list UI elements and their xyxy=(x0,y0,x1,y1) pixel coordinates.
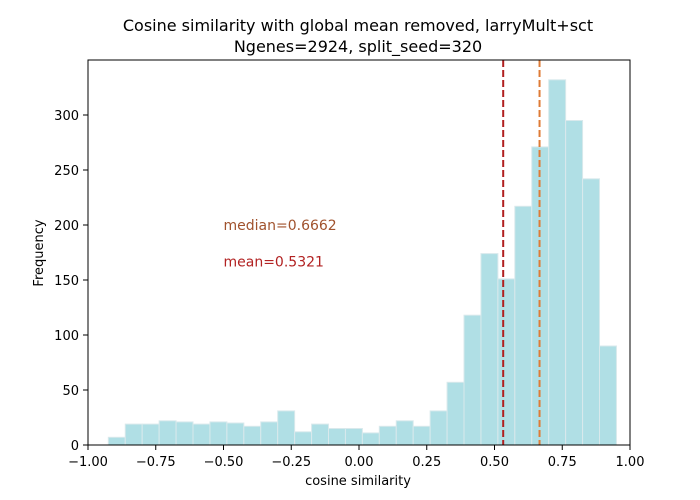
histogram-bar xyxy=(175,421,194,446)
y-tick-label: 50 xyxy=(62,384,79,399)
histogram-bar xyxy=(311,423,330,446)
histogram-bar xyxy=(412,425,431,446)
x-tick-label: 1.00 xyxy=(616,455,645,470)
histogram-bar xyxy=(446,381,465,446)
x-axis-label: cosine similarity xyxy=(305,474,411,489)
histogram-bar xyxy=(497,278,516,446)
reference-lines xyxy=(502,60,541,445)
histogram-bar xyxy=(277,410,296,446)
y-axis-label: Frequency xyxy=(32,219,47,286)
histogram-bar xyxy=(378,425,397,446)
histogram-bar xyxy=(548,79,567,446)
histogram-bar xyxy=(599,345,617,446)
histogram-bar xyxy=(344,428,363,446)
histogram-bar xyxy=(565,120,584,446)
chart-title-line1: Cosine similarity with global mean remov… xyxy=(123,16,593,35)
histogram-bar xyxy=(141,423,160,446)
mean-annotation: mean=0.5321 xyxy=(224,254,324,270)
histogram-bar xyxy=(395,420,414,446)
y-axis-ticks: 0 50 100 150 200 250 300 xyxy=(54,109,88,454)
histogram-bar xyxy=(260,421,279,446)
chart-title-line2: Ngenes=2924, split_seed=320 xyxy=(234,37,482,57)
histogram-bar xyxy=(328,428,346,446)
median-annotation: median=0.6662 xyxy=(224,218,337,234)
y-tick-label: 150 xyxy=(54,274,79,289)
x-tick-label: −0.75 xyxy=(136,455,176,470)
y-tick-label: 200 xyxy=(54,219,79,234)
histogram-bar xyxy=(480,253,499,446)
histogram-bar xyxy=(192,423,211,446)
histogram-bar xyxy=(361,432,380,446)
histogram-bar xyxy=(209,421,228,446)
histogram-bar xyxy=(514,205,533,446)
histogram-bar xyxy=(158,420,177,446)
histogram-bar xyxy=(226,422,245,446)
x-tick-label: −1.00 xyxy=(68,455,108,470)
x-tick-label: 0.75 xyxy=(548,455,577,470)
y-tick-label: 100 xyxy=(54,329,79,344)
x-tick-label: −0.50 xyxy=(204,455,244,470)
histogram-bar xyxy=(107,436,126,446)
histogram-bar xyxy=(243,425,262,446)
histogram-bar xyxy=(124,423,143,446)
y-tick-label: 300 xyxy=(54,109,79,124)
x-tick-label: 0.50 xyxy=(480,455,509,470)
histogram-bars xyxy=(107,79,617,446)
x-tick-label: −0.25 xyxy=(271,455,311,470)
y-tick-label: 250 xyxy=(54,164,79,179)
histogram-bar xyxy=(463,314,482,446)
histogram-bar xyxy=(294,431,313,446)
x-tick-label: 0.00 xyxy=(345,455,374,470)
x-tick-label: 0.25 xyxy=(412,455,441,470)
y-tick-label: 0 xyxy=(71,439,79,454)
histogram-bar xyxy=(582,178,601,446)
histogram-bar xyxy=(429,410,448,446)
x-axis-ticks: −1.00 −0.75 −0.50 −0.25 0.00 0.25 0.50 0.75 1.00 xyxy=(68,445,644,470)
